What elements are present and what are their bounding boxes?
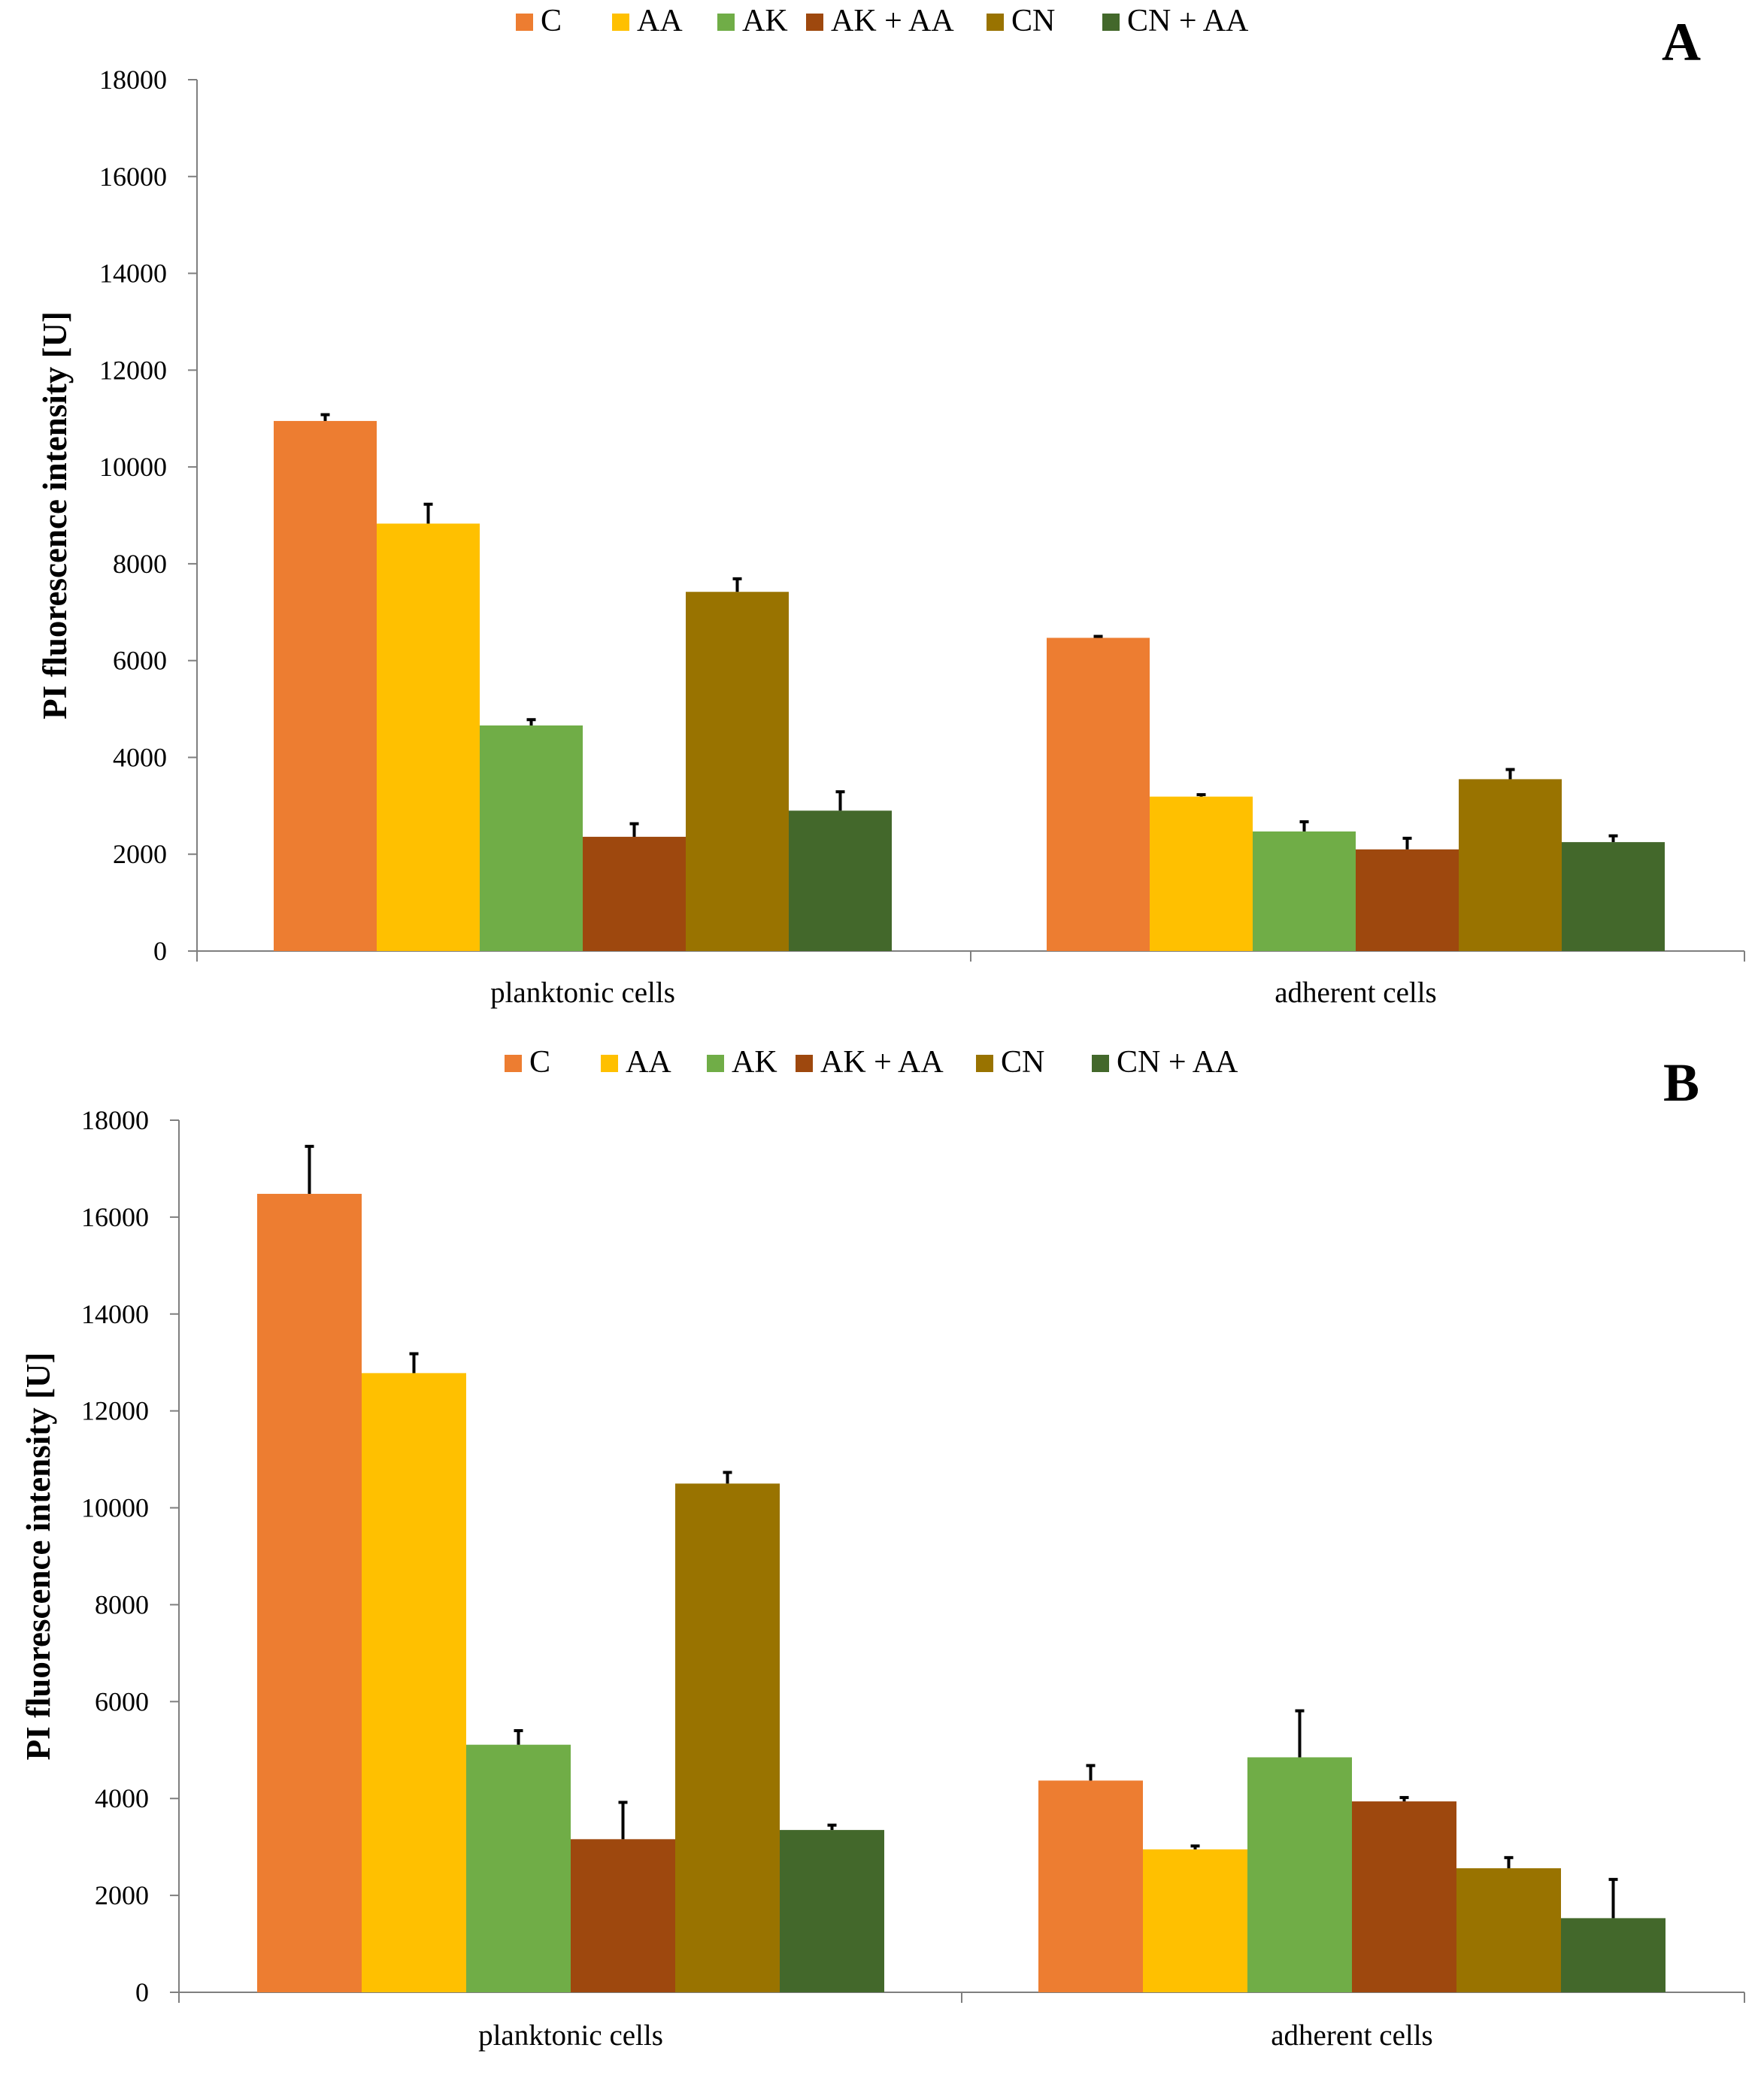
legend-label: C	[529, 1045, 550, 1080]
y-axis-title: PI fluorescence intensity [U]	[20, 1353, 57, 1761]
legend-label: AK	[732, 1045, 777, 1080]
x-category-label: adherent cells	[1275, 977, 1436, 1009]
bar	[377, 523, 480, 951]
bar	[1561, 1918, 1665, 1992]
y-tick-label: 16000	[81, 1202, 149, 1232]
y-tick-label: 14000	[81, 1299, 149, 1329]
legend-swatch	[806, 14, 823, 31]
x-category-label: adherent cells	[1271, 2019, 1432, 2052]
bar	[1150, 796, 1253, 951]
legend-label: AK	[742, 4, 788, 38]
y-tick-label: 0	[153, 936, 167, 966]
bar	[1356, 849, 1459, 951]
legend-swatch	[516, 14, 533, 31]
bar	[1459, 779, 1562, 951]
legend-label: AK + AA	[831, 4, 954, 38]
bar	[1143, 1849, 1247, 1992]
legend-label: AK + AA	[820, 1045, 944, 1080]
legend-label: AA	[626, 1045, 671, 1080]
bar	[789, 810, 892, 951]
legend-swatch	[505, 1055, 522, 1072]
legend-swatch	[796, 1055, 813, 1072]
bar	[780, 1830, 884, 1992]
legend-swatch	[1102, 14, 1120, 31]
x-category-label: planktonic cells	[478, 2019, 663, 2052]
y-tick-label: 10000	[99, 452, 167, 482]
y-tick-label: 2000	[95, 1880, 149, 1910]
legend-label: CN	[1001, 1045, 1044, 1080]
y-tick-label: 12000	[99, 355, 167, 385]
legend-swatch	[987, 14, 1004, 31]
bar	[1038, 1780, 1143, 1992]
y-tick-label: 16000	[99, 162, 167, 192]
legend-label: CN + AA	[1117, 1045, 1238, 1080]
legend-label: CN	[1011, 4, 1055, 38]
y-tick-label: 18000	[99, 65, 167, 95]
bar	[466, 1744, 571, 1992]
panel-letter: B	[1663, 1053, 1699, 1113]
y-tick-label: 14000	[99, 259, 167, 289]
x-category-label: planktonic cells	[490, 977, 675, 1009]
chart-panel-b: 0 2000 4000 6000 8000 10000 12000 14000 16000 180…	[20, 1045, 1745, 2052]
y-axis-title: PI fluorescence intensity [U]	[36, 311, 74, 719]
y-tick-label: 6000	[113, 646, 167, 676]
legend-swatch	[612, 14, 629, 31]
bar	[362, 1373, 466, 1992]
y-tick-label: 12000	[81, 1396, 149, 1426]
y-tick-label: 10000	[81, 1493, 149, 1523]
bar	[583, 837, 686, 951]
legend-swatch	[717, 14, 735, 31]
bar	[1456, 1868, 1561, 1992]
bar	[571, 1839, 675, 1992]
bar	[675, 1483, 780, 1992]
bar	[1562, 842, 1665, 951]
bar	[1047, 638, 1150, 951]
y-tick-label: 4000	[95, 1783, 149, 1813]
legend-swatch	[1092, 1055, 1109, 1072]
chart-panel-a: 0 2000 4000 6000 8000 10000 12000 14000 16000 180…	[36, 4, 1745, 1009]
y-tick-label: 2000	[113, 839, 167, 869]
bar	[686, 592, 789, 951]
legend-swatch	[601, 1055, 618, 1072]
y-tick-label: 8000	[95, 1589, 149, 1619]
legend-swatch	[707, 1055, 724, 1072]
bar	[1253, 831, 1356, 951]
y-tick-label: 6000	[95, 1686, 149, 1716]
bar	[480, 725, 583, 951]
y-tick-label: 4000	[113, 742, 167, 772]
bar	[274, 420, 377, 951]
legend-swatch	[976, 1055, 993, 1072]
legend-label: C	[541, 4, 562, 38]
bar	[1352, 1801, 1456, 1992]
legend-label: AA	[637, 4, 683, 38]
y-tick-label: 18000	[81, 1105, 149, 1135]
y-tick-label: 8000	[113, 549, 167, 579]
bar	[1247, 1757, 1352, 1992]
y-tick-label: 0	[135, 1977, 149, 2007]
panel-letter: A	[1662, 12, 1701, 72]
legend-label: CN + AA	[1127, 4, 1249, 38]
bar	[257, 1193, 362, 1992]
